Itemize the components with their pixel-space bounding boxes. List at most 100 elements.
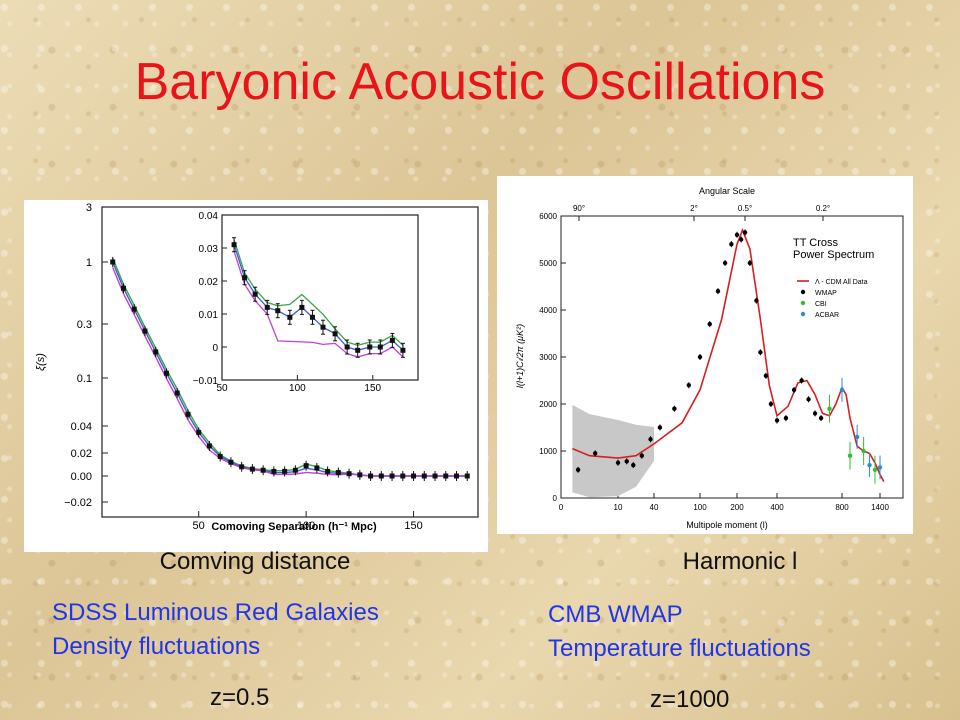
main-data-point (335, 470, 341, 476)
right-desc-line2: Temperature fluctuations (548, 635, 811, 662)
wmap-power-spectrum-figure: Angular Scale Multipole moment (l) l(l+1… (497, 176, 913, 534)
wmap-point (791, 387, 797, 393)
wmap-point (686, 383, 691, 388)
inset-x-tick-label: 100 (289, 383, 306, 394)
main-data-point (389, 473, 395, 479)
acbar-point (867, 462, 872, 468)
wmap-point (722, 260, 728, 266)
main-data-point (153, 349, 159, 355)
main-data-point (454, 473, 460, 479)
main-data-point (120, 285, 126, 291)
cmb-x-tick-label: 1400 (871, 503, 889, 512)
main-data-point (217, 453, 223, 459)
legend-swatch-1 (800, 289, 806, 295)
legend-label: Λ - CDM All Data (815, 279, 868, 286)
main-data-point (228, 459, 234, 465)
main-data-point (400, 473, 406, 479)
wmap-point (754, 298, 759, 303)
wmap-point (624, 459, 629, 464)
cmb-ylabel: l(l+1)Cₗ/2π (μK²) (515, 324, 525, 388)
cmb-x-tick-label: 100 (693, 503, 707, 512)
inset-data-point (332, 331, 338, 337)
acbar-point (839, 387, 845, 393)
wmap-point (763, 373, 769, 378)
main-x-tick-label: 100 (297, 520, 315, 532)
left-desc-line2: Density fluctuations (52, 633, 261, 660)
sdss-correlation-figure: 3 1 0.3 0.1 0.04 0.02 0.00 −0.02 50 100 150 0.04 0.… (24, 200, 488, 552)
main-data-point (443, 473, 449, 479)
inset-model-curve-2 (233, 251, 404, 358)
cmb-x-tick-label: 0 (559, 503, 564, 512)
inset-model-curve-0 (233, 239, 404, 346)
main-data-point (303, 463, 309, 469)
wmap-point (593, 451, 598, 456)
main-y-tick-label: 0.00 (71, 471, 92, 483)
wmap-point (742, 230, 748, 235)
acbar-point (877, 465, 883, 470)
wmap-point (738, 237, 744, 242)
wmap-point (799, 378, 804, 383)
main-data-point (325, 468, 331, 474)
cosmic-variance-band (572, 404, 654, 498)
wmap-point (774, 418, 780, 423)
inset-data-point (320, 324, 326, 330)
main-data-point (421, 473, 427, 479)
inset-y-tick-label: 0.01 (199, 310, 219, 321)
main-x-tick-label: 150 (404, 520, 422, 532)
main-y-tick-label: 0.1 (77, 373, 92, 385)
main-data-point (142, 328, 148, 334)
wmap-point (639, 453, 644, 458)
main-data-point (206, 443, 212, 449)
cbi-point (861, 448, 866, 454)
cmb-xlabel: Multipole moment (l) (686, 520, 768, 530)
main-y-tick-label: 3 (86, 202, 92, 214)
main-data-point (196, 429, 202, 435)
inset-data-point (389, 337, 395, 343)
main-x-tick-label: 50 (193, 520, 205, 532)
legend-label: WMAP (815, 290, 837, 297)
cbi-point (827, 406, 832, 411)
wmap-point (615, 460, 621, 465)
wmap-point (657, 425, 663, 430)
wmap-point (729, 242, 734, 247)
legend-label: ACBAR (815, 312, 839, 319)
main-plot-frame (101, 206, 479, 518)
wmap-point (631, 462, 636, 468)
main-data-point (292, 467, 298, 473)
inset-data-point (400, 347, 406, 353)
cmb-y-tick-label: 2000 (539, 400, 557, 409)
cmb-y-tick-label: 4000 (539, 306, 557, 315)
inset-data-point (344, 344, 350, 350)
inset-y-tick-label: 0.03 (199, 244, 219, 255)
cmb-y-tick-label: 1000 (539, 447, 557, 456)
inset-data-point (264, 304, 270, 310)
inset-data-point (287, 314, 293, 320)
top-axis-tick-label: 2° (690, 204, 698, 213)
wmap-point (734, 232, 740, 237)
main-y-tick-label: 0.04 (71, 421, 92, 433)
inset-data-point (242, 275, 248, 281)
main-data-point (163, 370, 169, 376)
main-data-point (357, 472, 363, 478)
main-y-tick-label: 0.3 (77, 319, 92, 331)
main-xlabel: Comoving Separation (h⁻¹ Mpc) (211, 521, 377, 533)
wmap-point (768, 401, 774, 407)
top-axis-tick-label: 90° (573, 204, 585, 213)
cmb-x-tick-label: 800 (835, 503, 849, 512)
wmap-point (707, 321, 712, 327)
wmap-point (818, 415, 824, 421)
left-axis-caption: Comving distance (159, 548, 351, 575)
main-data-point (368, 473, 374, 479)
cmb-y-tick-label: 6000 (539, 212, 557, 221)
inset-data-point (355, 347, 361, 353)
wmap-point (747, 260, 753, 266)
main-y-tick-label: 1 (86, 257, 92, 269)
cbi-point (872, 467, 878, 472)
main-model-curve-2 (112, 267, 468, 477)
cmb-x-tick-label: 10 (614, 503, 623, 512)
main-data-point (432, 473, 438, 479)
inset-model-curve-1 (233, 244, 404, 351)
cmb-y-tick-label: 3000 (539, 353, 557, 362)
inset-data-point (252, 291, 258, 297)
inset-data-point (275, 308, 281, 314)
